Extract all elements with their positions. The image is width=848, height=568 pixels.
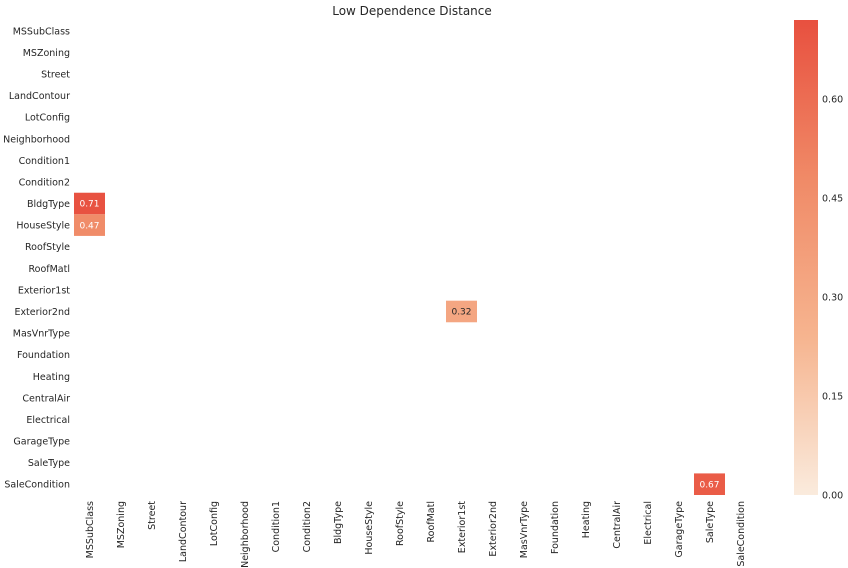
cell-value-label: 0.47 [79, 221, 99, 231]
column-label-foundation: Foundation [550, 501, 561, 554]
row-label-neighborhood: Neighborhood [3, 134, 70, 145]
column-label-saletype: SaleType [705, 501, 716, 543]
row-label-centralair: CentralAir [22, 393, 70, 404]
column-label-electrical: Electrical [643, 501, 654, 545]
column-label-centralair: CentralAir [612, 501, 623, 549]
chart-title: Low Dependence Distance [332, 4, 492, 18]
row-label-mssubclass: MSSubClass [13, 26, 70, 37]
column-label-roofstyle: RoofStyle [395, 501, 406, 546]
row-label-saletype: SaleType [28, 458, 70, 469]
column-label-masvnrtype: MasVnrType [519, 501, 530, 558]
row-labels: MSSubClass MSZoning Street LandContour LotCo… [3, 26, 70, 490]
row-label-foundation: Foundation [17, 350, 70, 361]
row-label-bldgtype: BldgType [27, 199, 70, 210]
heatmap-cell-exterior2nd-exterior1st [446, 300, 477, 323]
row-label-condition2: Condition2 [19, 177, 70, 188]
column-label-landcontour: LandContour [178, 501, 189, 562]
column-label-street: Street [147, 501, 158, 530]
row-label-exterior2nd: Exterior2nd [14, 307, 70, 318]
row-label-electrical: Electrical [26, 415, 70, 426]
row-label-garagetype: GarageType [13, 437, 70, 448]
colorbar: 0.00 0.15 0.30 0.45 0.60 [794, 20, 843, 502]
row-label-landcontour: LandContour [9, 91, 70, 102]
colorbar-tick-label: 0.30 [822, 293, 843, 304]
colorbar-tick-label: 0.45 [822, 194, 843, 205]
colorbar-tick-label: 0.60 [822, 95, 843, 106]
column-label-heating: Heating [581, 501, 592, 538]
column-label-roofmatl: RoofMatl [426, 501, 437, 543]
column-label-salecondition: SaleCondition [736, 501, 747, 567]
row-label-condition1: Condition1 [19, 156, 70, 167]
cell-value-label: 0.32 [451, 308, 471, 318]
row-label-exterior1st: Exterior1st [18, 285, 70, 296]
column-label-lotconfig: LotConfig [209, 501, 220, 546]
row-label-heating: Heating [33, 372, 70, 383]
row-label-street: Street [41, 69, 70, 80]
heatmap-cell-salecondition-saletype [694, 473, 725, 495]
column-label-condition1: Condition1 [271, 501, 282, 552]
column-label-condition2: Condition2 [302, 501, 313, 552]
cell-value-label: 0.67 [699, 480, 719, 490]
row-label-lotconfig: LotConfig [25, 113, 70, 124]
heatmap-cell-bldgtype-mssubclass [74, 192, 105, 215]
column-labels: MSSubClass MSZoning Street LandContour LotCo… [85, 501, 747, 568]
row-label-housestyle: HouseStyle [16, 221, 70, 232]
column-label-exterior2nd: Exterior2nd [488, 501, 499, 557]
row-label-roofstyle: RoofStyle [25, 242, 70, 253]
column-label-exterior1st: Exterior1st [457, 501, 468, 553]
column-label-mszoning: MSZoning [116, 501, 127, 548]
row-label-masvnrtype: MasVnrType [13, 329, 70, 340]
heatmap-cells: 0.71 0.47 0.32 0.67 [74, 192, 725, 495]
row-label-roofmatl: RoofMatl [28, 264, 70, 275]
row-label-salecondition: SaleCondition [4, 480, 70, 491]
column-label-housestyle: HouseStyle [364, 501, 375, 555]
colorbar-tick-label: 0.15 [822, 392, 843, 403]
row-label-mszoning: MSZoning [23, 48, 70, 59]
column-label-mssubclass: MSSubClass [85, 501, 96, 558]
colorbar-gradient [794, 20, 818, 495]
column-label-bldgtype: BldgType [333, 501, 344, 544]
column-label-neighborhood: Neighborhood [240, 501, 251, 568]
cell-value-label: 0.71 [79, 200, 99, 210]
heatmap-cell-housestyle-mssubclass [74, 214, 105, 236]
column-label-garagetype: GarageType [674, 501, 685, 558]
colorbar-tick-label: 0.00 [822, 491, 843, 502]
